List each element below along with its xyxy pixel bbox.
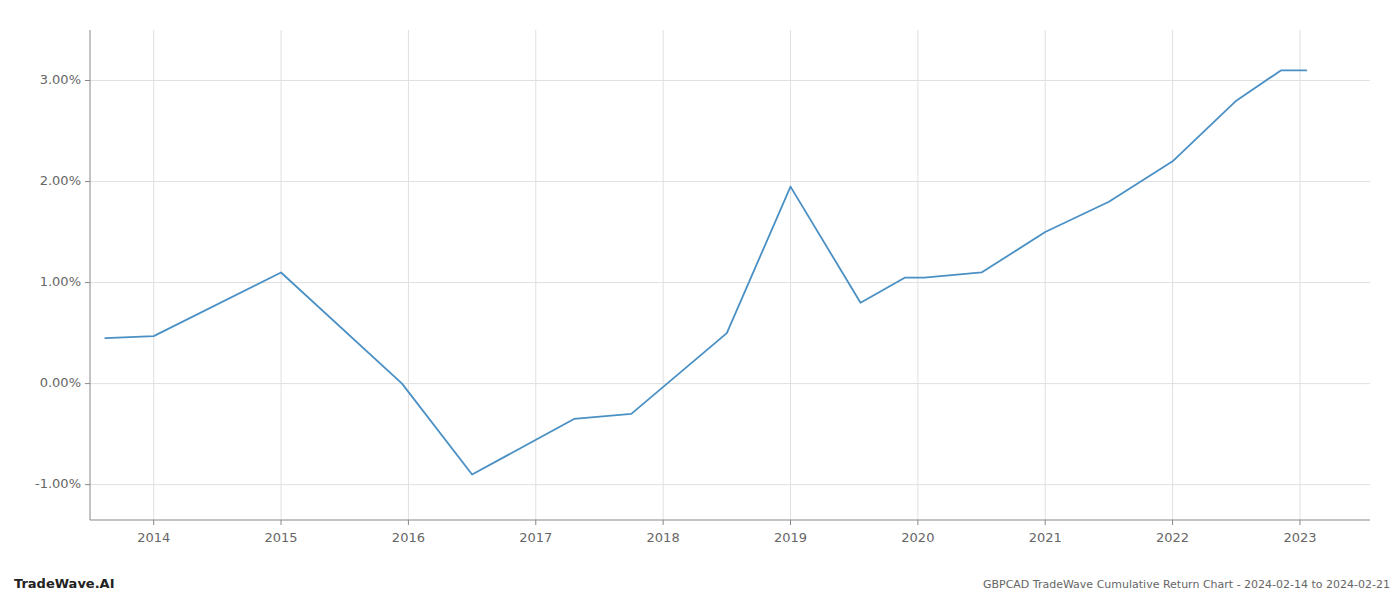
background (0, 0, 1400, 600)
x-tick-label: 2015 (264, 530, 297, 545)
x-grid-line (1172, 30, 1173, 520)
x-tick (153, 520, 154, 525)
x-axis-line (90, 520, 1370, 521)
y-tick (85, 282, 90, 283)
y-tick (85, 80, 90, 81)
x-grid-line (917, 30, 918, 520)
x-tick (1172, 520, 1173, 525)
x-grid-line (535, 30, 536, 520)
x-tick-label: 2016 (392, 530, 425, 545)
x-tick-label: 2022 (1156, 530, 1189, 545)
title: GBPCAD TradeWave Cumulative Return Chart… (983, 578, 1390, 591)
x-tick-label: 2020 (901, 530, 934, 545)
x-tick-label: 2023 (1283, 530, 1316, 545)
y-tick-label: 1.00% (40, 274, 81, 289)
x-tick (917, 520, 918, 525)
x-grid-line (1045, 30, 1046, 520)
x-grid-line (153, 30, 154, 520)
y-grid-line (90, 282, 1370, 283)
chart: -1.00% 0.00% 1.00% 2.00% 3.00% 2014 2015 2016 20… (0, 0, 1400, 600)
x-grid-line (790, 30, 791, 520)
y-grid-line (90, 80, 1370, 81)
x-tick (790, 520, 791, 525)
x-tick-label: 2019 (774, 530, 807, 545)
x-grid-line (1299, 30, 1300, 520)
y-tick-label: -1.00% (35, 476, 81, 491)
y-tick-label: 0.00% (40, 375, 81, 390)
y-tick (85, 383, 90, 384)
y-tick-label: 3.00% (40, 72, 81, 87)
x-tick (281, 520, 282, 525)
x-tick-label: 2021 (1029, 530, 1062, 545)
y-tick (85, 484, 90, 485)
x-tick (1299, 520, 1300, 525)
y-axis-line (90, 30, 91, 520)
y-grid-line (90, 383, 1370, 384)
watermark: TradeWave.AI (14, 576, 115, 591)
x-tick-label: 2014 (137, 530, 170, 545)
plot-area (105, 70, 1306, 474)
x-tick (663, 520, 664, 525)
data-line (105, 70, 1306, 474)
axes: -1.00% 0.00% 1.00% 2.00% 3.00% 2014 2015 2016 20… (35, 30, 1370, 545)
x-grid-line (408, 30, 409, 520)
x-tick-label: 2018 (647, 530, 680, 545)
x-tick (408, 520, 409, 525)
x-tick (535, 520, 536, 525)
y-tick (85, 181, 90, 182)
x-grid-line (281, 30, 282, 520)
y-grid-line (90, 484, 1370, 485)
y-tick-label: 2.00% (40, 173, 81, 188)
x-tick-label: 2017 (519, 530, 552, 545)
x-grid-line (663, 30, 664, 520)
grid (90, 30, 1370, 520)
chart-container: -1.00% 0.00% 1.00% 2.00% 3.00% 2014 2015 2016 20… (0, 0, 1400, 600)
y-grid-line (90, 181, 1370, 182)
x-tick (1045, 520, 1046, 525)
